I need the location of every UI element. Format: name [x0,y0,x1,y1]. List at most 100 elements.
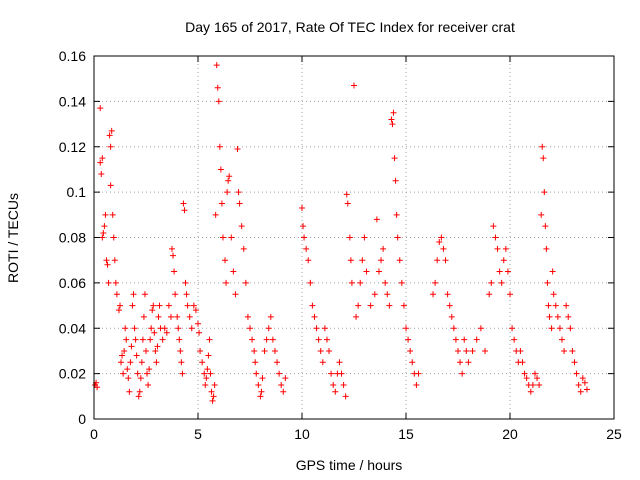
data-point [138,359,145,366]
data-point [195,320,201,327]
data-point [216,143,223,150]
data-point [181,207,188,214]
data-point [432,279,439,286]
data-point [450,325,457,332]
data-point [500,257,507,264]
data-point [311,313,318,320]
data-point [461,336,468,343]
data-point [388,116,395,123]
data-point [210,393,217,400]
data-point [156,302,163,309]
data-point [134,370,141,377]
data-point [309,302,316,309]
data-point [196,329,203,336]
data-point [132,336,139,343]
data-point [398,279,405,286]
data-point [436,239,443,246]
data-point [556,325,563,332]
data-point [473,336,480,343]
y-tick-label: 0.1 [67,184,87,200]
data-point [202,381,209,388]
data-point [561,347,568,354]
y-tick-label: 0.12 [59,139,86,155]
data-point [271,347,278,354]
data-point [380,245,387,252]
y-tick-label: 0.06 [59,275,86,291]
y-tick-label: 0.02 [59,366,86,382]
data-point [213,62,220,69]
data-point [151,329,158,336]
data-point [163,329,170,336]
data-point [159,336,166,343]
y-tick-label: 0.16 [59,48,86,64]
data-point [367,302,374,309]
data-point [117,302,123,309]
data-point [545,302,552,309]
data-point [208,388,215,395]
data-point [409,359,416,366]
data-point [319,359,326,366]
data-point [303,245,310,252]
data-point [361,234,368,241]
data-point [222,257,229,264]
data-point [527,388,534,395]
data-point [126,388,133,395]
data-point [315,336,322,343]
data-point [442,257,449,264]
data-point [261,347,268,354]
data-point [384,291,391,298]
data-point [444,291,451,298]
data-point [267,313,274,320]
data-point [536,381,543,388]
data-point [177,347,184,354]
data-point [507,291,513,298]
data-point [579,375,586,382]
data-point [219,234,226,241]
data-point [351,82,357,89]
x-tick-label: 25 [606,426,622,442]
data-point [359,257,366,264]
data-point [490,223,497,230]
data-point [224,189,231,196]
data-point [375,268,382,275]
data-point [540,155,547,162]
data-point [252,359,259,366]
data-point [541,189,548,196]
data-point [214,84,221,91]
data-point [457,359,464,366]
data-point [413,381,420,388]
data-point [103,257,110,264]
data-point [353,313,360,320]
axis-ticks: 0 5 10 15 20 25 0 0.02 0.04 0.06 0.08 0.1 0.12 0.14 0.… [59,48,622,442]
data-point [217,166,224,173]
data-point [218,200,225,207]
data-point [549,268,556,275]
data-point [363,268,370,275]
data-point [577,388,584,395]
data-point [305,257,312,264]
data-point [307,279,314,286]
data-point [523,375,530,382]
data-point [150,302,157,309]
data-point [326,347,333,354]
data-point [259,375,266,382]
x-tick-label: 0 [90,426,98,442]
data-point [204,366,211,373]
data-point [99,234,106,241]
data-point [249,336,256,343]
data-point [393,211,400,218]
data-point [182,279,189,286]
data-point [546,313,553,320]
data-point [94,384,101,391]
data-point [394,234,401,241]
data-point [407,347,414,354]
data-point [280,388,287,395]
data-point [176,336,183,343]
data-point [180,200,187,207]
data-point [440,245,447,252]
data-point [338,370,345,377]
data-point [100,229,107,236]
data-point [263,336,270,343]
data-point [534,375,541,382]
